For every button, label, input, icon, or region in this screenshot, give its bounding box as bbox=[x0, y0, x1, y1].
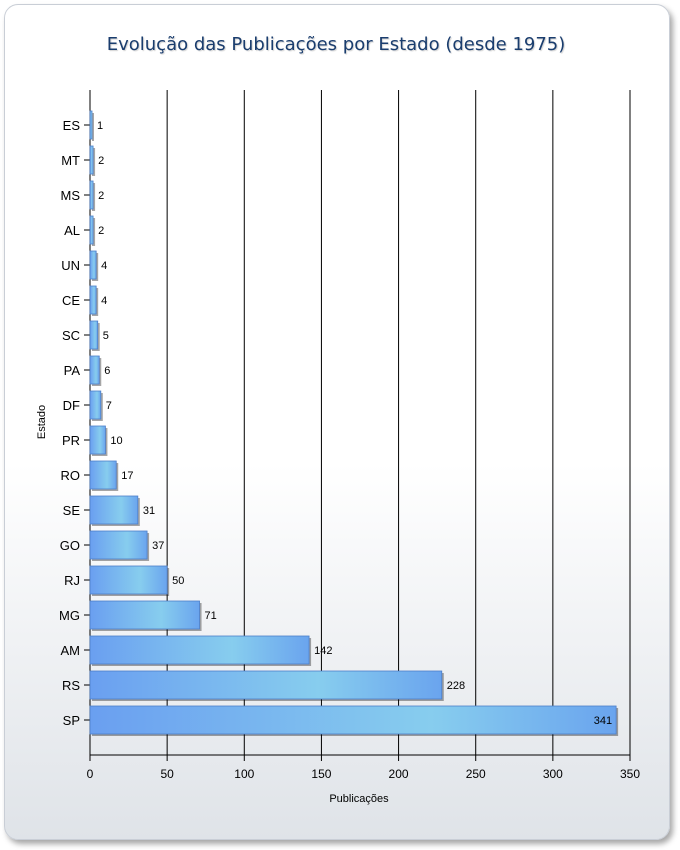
data-label-se: 31 bbox=[143, 505, 155, 517]
bar-sp bbox=[89, 705, 617, 735]
x-tick-label-0: 0 bbox=[87, 767, 94, 781]
bar-se bbox=[89, 495, 139, 525]
data-label-mg: 71 bbox=[205, 610, 217, 622]
data-label-go: 37 bbox=[152, 540, 164, 552]
x-tick-label-6: 300 bbox=[543, 767, 563, 781]
x-tick-label-4: 200 bbox=[389, 767, 409, 781]
y-tick-label-se: SE bbox=[63, 503, 81, 518]
y-tick-label-ce: CE bbox=[62, 293, 80, 308]
y-tick-label-pr: PR bbox=[62, 433, 80, 448]
x-tick-label-3: 150 bbox=[311, 767, 331, 781]
data-label-rj: 50 bbox=[172, 575, 184, 587]
data-label-rs: 228 bbox=[447, 680, 465, 692]
bar-pa bbox=[89, 355, 100, 385]
data-label-df: 7 bbox=[106, 400, 112, 412]
data-label-un: 4 bbox=[101, 260, 107, 272]
y-tick-label-pa: PA bbox=[64, 363, 81, 378]
y-tick-label-sp: SP bbox=[63, 713, 80, 728]
bar-pr bbox=[89, 425, 106, 455]
y-tick-label-rs: RS bbox=[62, 678, 80, 693]
bar-sc bbox=[89, 320, 99, 350]
y-tick-label-ro: RO bbox=[61, 468, 81, 483]
bar-am bbox=[89, 635, 310, 665]
chart-title: Evolução das Publicações por Estado (des… bbox=[106, 34, 566, 55]
x-axis-title: Publicações bbox=[329, 793, 389, 805]
bar-shadow-mt bbox=[92, 148, 96, 176]
y-tick-label-ms: MS bbox=[61, 188, 81, 203]
data-label-pr: 10 bbox=[110, 435, 122, 447]
y-tick-label-rj: RJ bbox=[64, 573, 80, 588]
bar-df bbox=[89, 390, 102, 420]
x-tick-label-5: 250 bbox=[466, 767, 486, 781]
data-label-am: 142 bbox=[314, 645, 332, 657]
bar-un bbox=[89, 250, 97, 280]
bar-mt bbox=[89, 145, 94, 175]
y-tick-label-al: AL bbox=[64, 223, 80, 238]
data-label-sc: 5 bbox=[103, 330, 109, 342]
bar-shadow-al bbox=[92, 218, 96, 246]
data-label-al: 2 bbox=[98, 225, 104, 237]
y-tick-label-mg: MG bbox=[59, 608, 80, 623]
x-tick-label-1: 50 bbox=[160, 767, 174, 781]
bar-go bbox=[89, 530, 148, 560]
data-label-ce: 4 bbox=[101, 295, 107, 307]
chart-panel bbox=[4, 4, 670, 840]
bar-shadow-es bbox=[92, 113, 94, 141]
bar-shadow-ms bbox=[92, 183, 96, 211]
bar-rs bbox=[89, 670, 443, 700]
bar-ce bbox=[89, 285, 97, 315]
data-label-sp: 341 bbox=[594, 715, 612, 727]
bar-ms bbox=[89, 180, 94, 210]
y-tick-label-sc: SC bbox=[62, 328, 80, 343]
y-axis-title: Estado bbox=[36, 405, 48, 439]
bar-al bbox=[89, 215, 94, 245]
bar-rj bbox=[89, 565, 168, 595]
x-tick-label-2: 100 bbox=[234, 767, 254, 781]
data-label-mt: 2 bbox=[98, 155, 104, 167]
data-label-ro: 17 bbox=[121, 470, 133, 482]
y-tick-label-es: ES bbox=[63, 118, 81, 133]
bar-mg bbox=[89, 600, 200, 630]
data-label-es: 1 bbox=[97, 120, 103, 132]
bar-ro bbox=[89, 460, 117, 490]
bar-es bbox=[89, 110, 93, 140]
y-tick-label-am: AM bbox=[61, 643, 81, 658]
x-tick-label-7: 350 bbox=[620, 767, 640, 781]
y-tick-label-df: DF bbox=[63, 398, 80, 413]
data-label-ms: 2 bbox=[98, 190, 104, 202]
y-tick-label-un: UN bbox=[61, 258, 80, 273]
data-label-pa: 6 bbox=[104, 365, 110, 377]
y-tick-label-mt: MT bbox=[61, 153, 80, 168]
y-tick-label-go: GO bbox=[60, 538, 80, 553]
